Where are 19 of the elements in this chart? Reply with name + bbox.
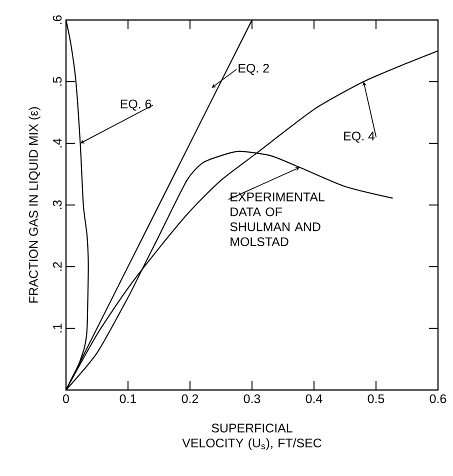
y-axis-title: FRACTION GAS IN LIQUID MIX (ε) [28, 107, 40, 303]
x-tick-label: 0.3 [244, 394, 260, 404]
x-tick-label: 0 [63, 394, 69, 404]
y-tick-label: .1 [53, 324, 62, 332]
x-tick-label: 0.1 [120, 394, 136, 404]
y-tick-label: .2 [52, 262, 62, 271]
annotation: EQ. 4 [344, 132, 375, 143]
y-tick-label: .5 [52, 76, 62, 86]
y-tick-label: .6 [52, 15, 62, 24]
annotation: EXPERIMENTAL DATA OF SHULMAN AND MOLSTAD [230, 192, 324, 246]
x-axis-title: SUPERFICIAL VELOCITY (U$_{s}$), FT/SEC [182, 424, 322, 450]
y-tick-label: .4 [53, 138, 62, 148]
x-tick-label: 0.5 [368, 394, 384, 404]
annotation: EQ. 6 [120, 100, 152, 111]
y-tick-label: .3 [52, 200, 62, 210]
x-tick-label: 0.2 [182, 394, 198, 404]
x-tick-label: 0.4 [306, 394, 322, 404]
x-tick-label: 0.6 [430, 394, 446, 404]
annotation: EQ. 2 [238, 64, 269, 75]
